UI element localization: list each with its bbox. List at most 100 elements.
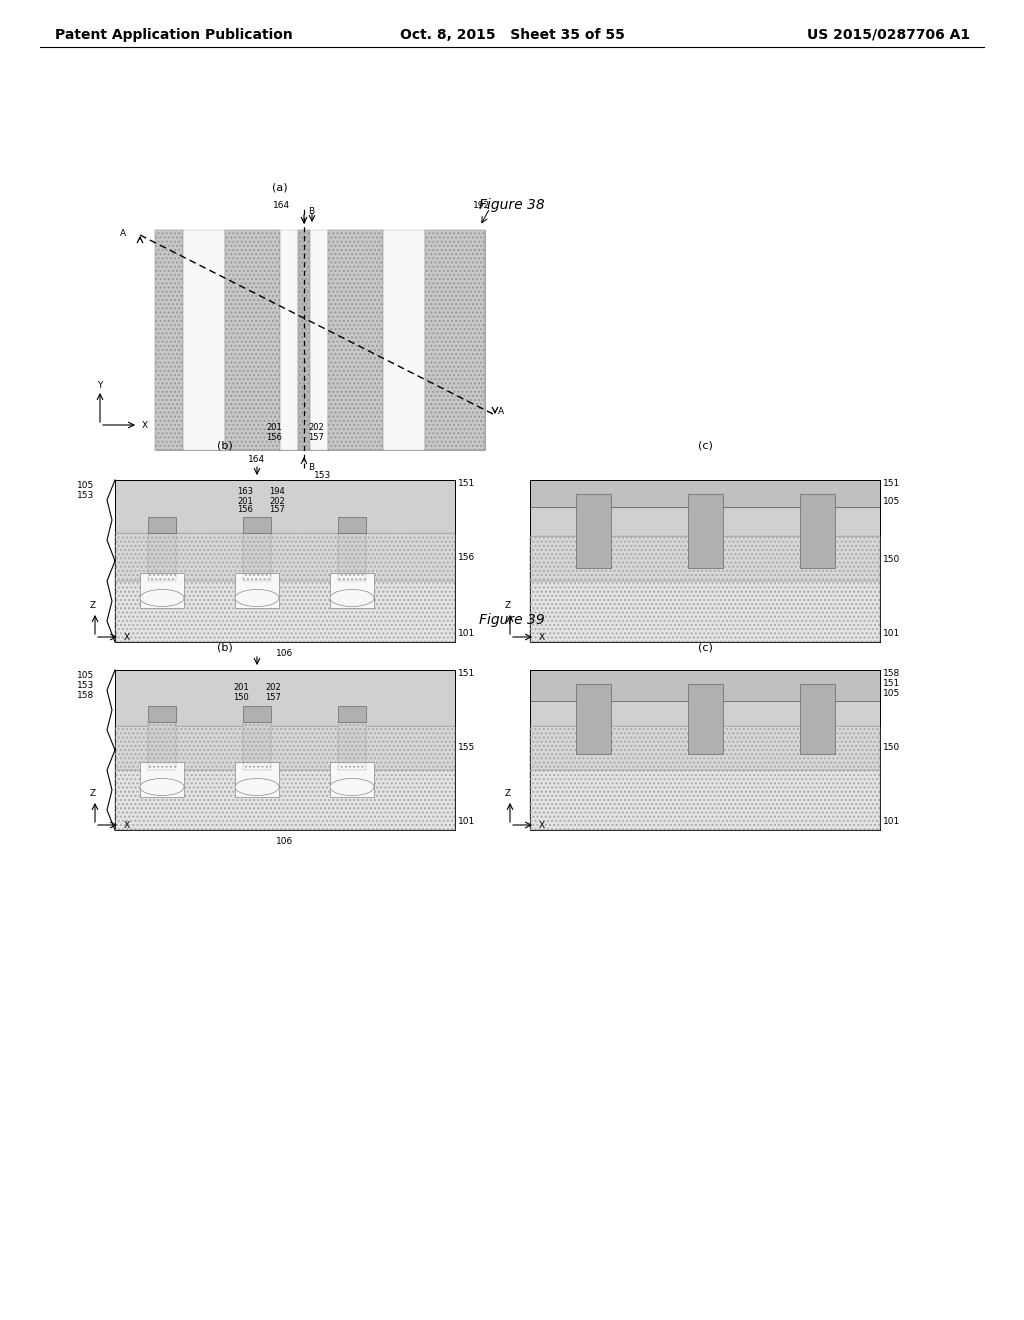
Bar (530, 581, 880, 642)
Bar (338, 722, 366, 770)
Text: 157: 157 (269, 506, 285, 515)
Bar (310, 230, 328, 450)
Bar (383, 230, 425, 450)
Bar (530, 536, 880, 581)
Bar (338, 517, 366, 533)
Bar (530, 770, 880, 830)
Bar (243, 517, 271, 533)
Text: 101: 101 (458, 817, 475, 826)
Bar (800, 494, 835, 568)
Text: 153: 153 (77, 681, 94, 689)
Bar (243, 722, 271, 770)
Bar (338, 722, 366, 770)
Bar (140, 762, 184, 797)
Text: (b): (b) (217, 643, 232, 653)
Bar (280, 230, 298, 450)
Text: B: B (308, 206, 314, 215)
Bar (115, 770, 455, 830)
Bar (148, 517, 176, 533)
Bar (115, 671, 455, 726)
Text: 201: 201 (233, 684, 249, 693)
Text: 156: 156 (458, 553, 475, 561)
Bar (115, 533, 455, 581)
Bar (298, 230, 310, 450)
Bar (148, 722, 176, 770)
Text: 202: 202 (308, 424, 324, 433)
Bar (234, 762, 279, 797)
Text: 106: 106 (276, 649, 294, 659)
Text: (a): (a) (272, 183, 288, 193)
Text: X: X (539, 632, 545, 642)
Text: US 2015/0287706 A1: US 2015/0287706 A1 (807, 28, 970, 42)
Text: 101: 101 (883, 817, 900, 826)
Text: 150: 150 (883, 554, 900, 564)
Text: 101: 101 (883, 630, 900, 639)
Bar (688, 494, 723, 568)
Text: 156: 156 (266, 433, 282, 442)
Text: 150: 150 (883, 743, 900, 752)
Text: X: X (124, 821, 130, 829)
Text: Z: Z (505, 602, 511, 610)
Ellipse shape (140, 779, 184, 796)
Text: 156: 156 (237, 506, 253, 515)
Ellipse shape (234, 779, 279, 796)
Text: A: A (120, 230, 126, 239)
Text: 202: 202 (269, 496, 285, 506)
Bar (115, 480, 455, 533)
Bar (338, 533, 366, 581)
Bar (243, 533, 271, 581)
Bar (800, 684, 835, 754)
Bar (338, 706, 366, 722)
Bar (115, 533, 455, 581)
Bar (115, 581, 455, 642)
Text: 101: 101 (458, 630, 475, 639)
Text: (c): (c) (697, 643, 713, 653)
Bar (425, 230, 485, 450)
Text: 153: 153 (77, 491, 94, 499)
Text: 164: 164 (273, 201, 291, 210)
Text: Patent Application Publication: Patent Application Publication (55, 28, 293, 42)
Text: X: X (142, 421, 148, 429)
Ellipse shape (140, 590, 184, 606)
Text: 105: 105 (77, 671, 94, 680)
Text: Z: Z (90, 789, 96, 799)
Ellipse shape (234, 590, 279, 606)
Bar (148, 533, 176, 581)
Text: Oct. 8, 2015   Sheet 35 of 55: Oct. 8, 2015 Sheet 35 of 55 (399, 28, 625, 42)
Text: Figure 39: Figure 39 (479, 612, 545, 627)
Text: 201: 201 (237, 496, 253, 506)
Text: 153: 153 (314, 470, 331, 479)
Bar (234, 573, 279, 609)
Text: X: X (539, 821, 545, 829)
Text: 105: 105 (883, 689, 900, 697)
Bar (155, 230, 485, 450)
Bar (115, 770, 455, 830)
Text: 157: 157 (265, 693, 281, 701)
Bar (530, 726, 880, 770)
Bar (530, 536, 880, 581)
Bar (155, 230, 183, 450)
Bar (243, 722, 271, 770)
Text: 202: 202 (265, 684, 281, 693)
Bar (155, 230, 183, 450)
Text: X: X (124, 632, 130, 642)
Bar (425, 230, 485, 450)
Bar (183, 230, 225, 450)
Text: A: A (498, 408, 504, 417)
Text: Y: Y (97, 380, 102, 389)
Text: 151: 151 (458, 668, 475, 677)
Bar (115, 726, 455, 770)
Text: 194: 194 (269, 487, 285, 496)
Bar (338, 533, 366, 581)
Text: 157: 157 (308, 433, 324, 442)
Ellipse shape (330, 779, 374, 796)
Text: 158: 158 (883, 668, 900, 677)
Text: B: B (308, 463, 314, 473)
Text: 192: 192 (473, 201, 490, 210)
Bar (328, 230, 383, 450)
Text: Z: Z (90, 602, 96, 610)
Bar (148, 533, 176, 581)
Ellipse shape (330, 590, 374, 606)
Bar (530, 701, 880, 726)
Bar (243, 533, 271, 581)
